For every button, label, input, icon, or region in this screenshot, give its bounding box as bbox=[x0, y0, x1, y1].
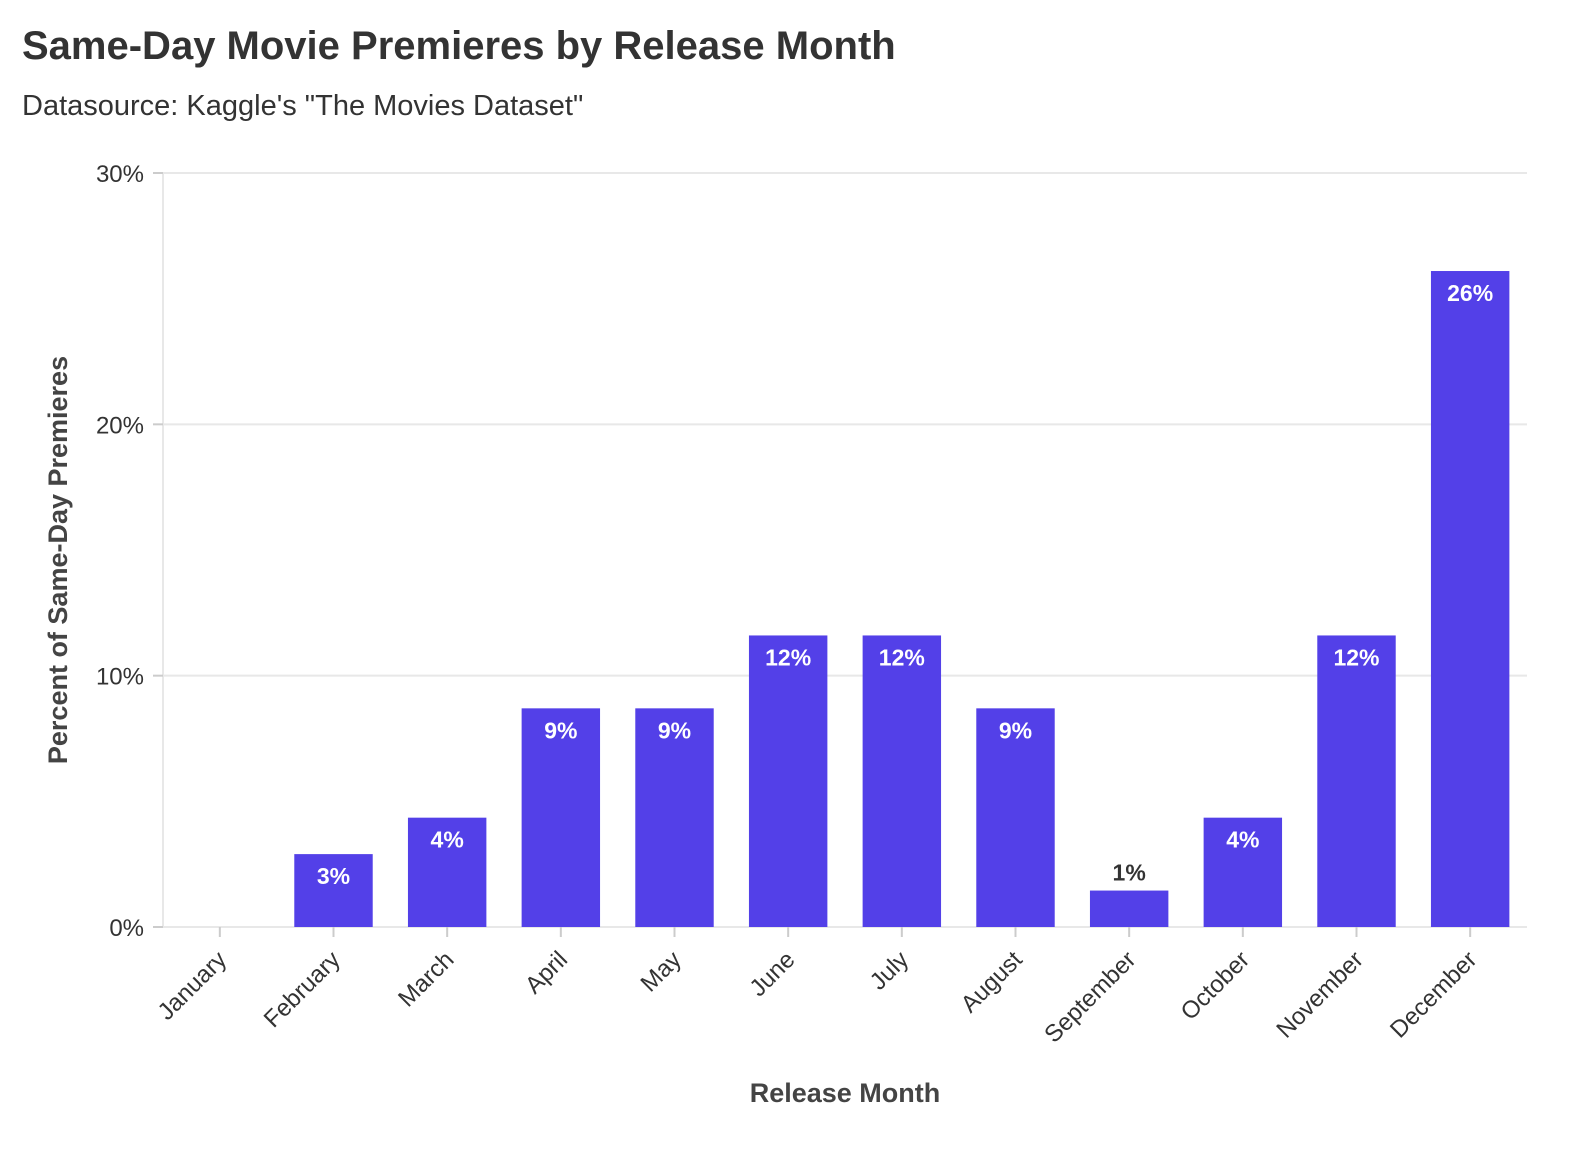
y-tick-label: 10% bbox=[96, 664, 144, 691]
bar-july bbox=[862, 635, 942, 927]
y-tick-label: 0% bbox=[109, 915, 144, 942]
bars bbox=[294, 271, 1510, 927]
x-tick-label: May bbox=[636, 946, 687, 997]
bar-april bbox=[521, 708, 601, 927]
data-label-december: 26% bbox=[1447, 280, 1493, 306]
x-tick-label: December bbox=[1385, 946, 1482, 1043]
y-tick-label: 20% bbox=[96, 412, 144, 439]
data-label-may: 9% bbox=[658, 717, 691, 743]
x-tick-label: August bbox=[956, 946, 1028, 1018]
data-label-november: 12% bbox=[1333, 644, 1379, 670]
y-tick-label: 30% bbox=[96, 161, 144, 188]
bar-march bbox=[407, 817, 487, 927]
bar-may bbox=[635, 708, 714, 927]
x-tick-label: March bbox=[393, 946, 459, 1012]
x-tick-label: June bbox=[745, 946, 801, 1002]
data-label-september: 1% bbox=[1113, 860, 1146, 886]
data-label-march: 4% bbox=[431, 827, 464, 853]
x-tick-label: April bbox=[520, 946, 573, 999]
x-axis-ticks: January February March April May June July Augu… bbox=[153, 927, 1482, 1048]
x-tick-label: July bbox=[865, 946, 914, 995]
y-axis-title: Percent of Same-Day Premieres bbox=[43, 356, 73, 764]
bar-february bbox=[294, 854, 373, 927]
x-tick-label: September bbox=[1039, 946, 1141, 1048]
chart-subtitle: Datasource: Kaggle's "The Movies Dataset… bbox=[22, 90, 584, 122]
x-tick-label: February bbox=[259, 946, 346, 1033]
x-tick-label: January bbox=[153, 946, 232, 1025]
bar-november bbox=[1317, 635, 1396, 927]
data-label-june: 12% bbox=[765, 644, 811, 670]
x-axis-title: Release Month bbox=[750, 1078, 941, 1108]
bar-december bbox=[1430, 271, 1510, 927]
data-label-july: 12% bbox=[879, 644, 925, 670]
bar-august bbox=[976, 708, 1055, 927]
data-label-april: 9% bbox=[544, 717, 577, 743]
y-axis-ticks: 0% 10% 20% 30% bbox=[96, 161, 163, 942]
data-label-august: 9% bbox=[999, 717, 1032, 743]
data-label-february: 3% bbox=[317, 863, 350, 889]
data-label-october: 4% bbox=[1226, 827, 1259, 853]
bar-october bbox=[1203, 817, 1283, 927]
x-tick-label: October bbox=[1176, 946, 1255, 1025]
gridlines bbox=[163, 172, 1527, 677]
chart-title: Same-Day Movie Premieres by Release Mont… bbox=[22, 24, 896, 68]
bar-june bbox=[748, 635, 828, 927]
x-tick-label: November bbox=[1271, 946, 1368, 1043]
data-labels: 3% 4% 9% 9% 12% 12% 9% 1% 4% 12% 26% bbox=[317, 280, 1493, 889]
bar-september bbox=[1089, 890, 1169, 927]
